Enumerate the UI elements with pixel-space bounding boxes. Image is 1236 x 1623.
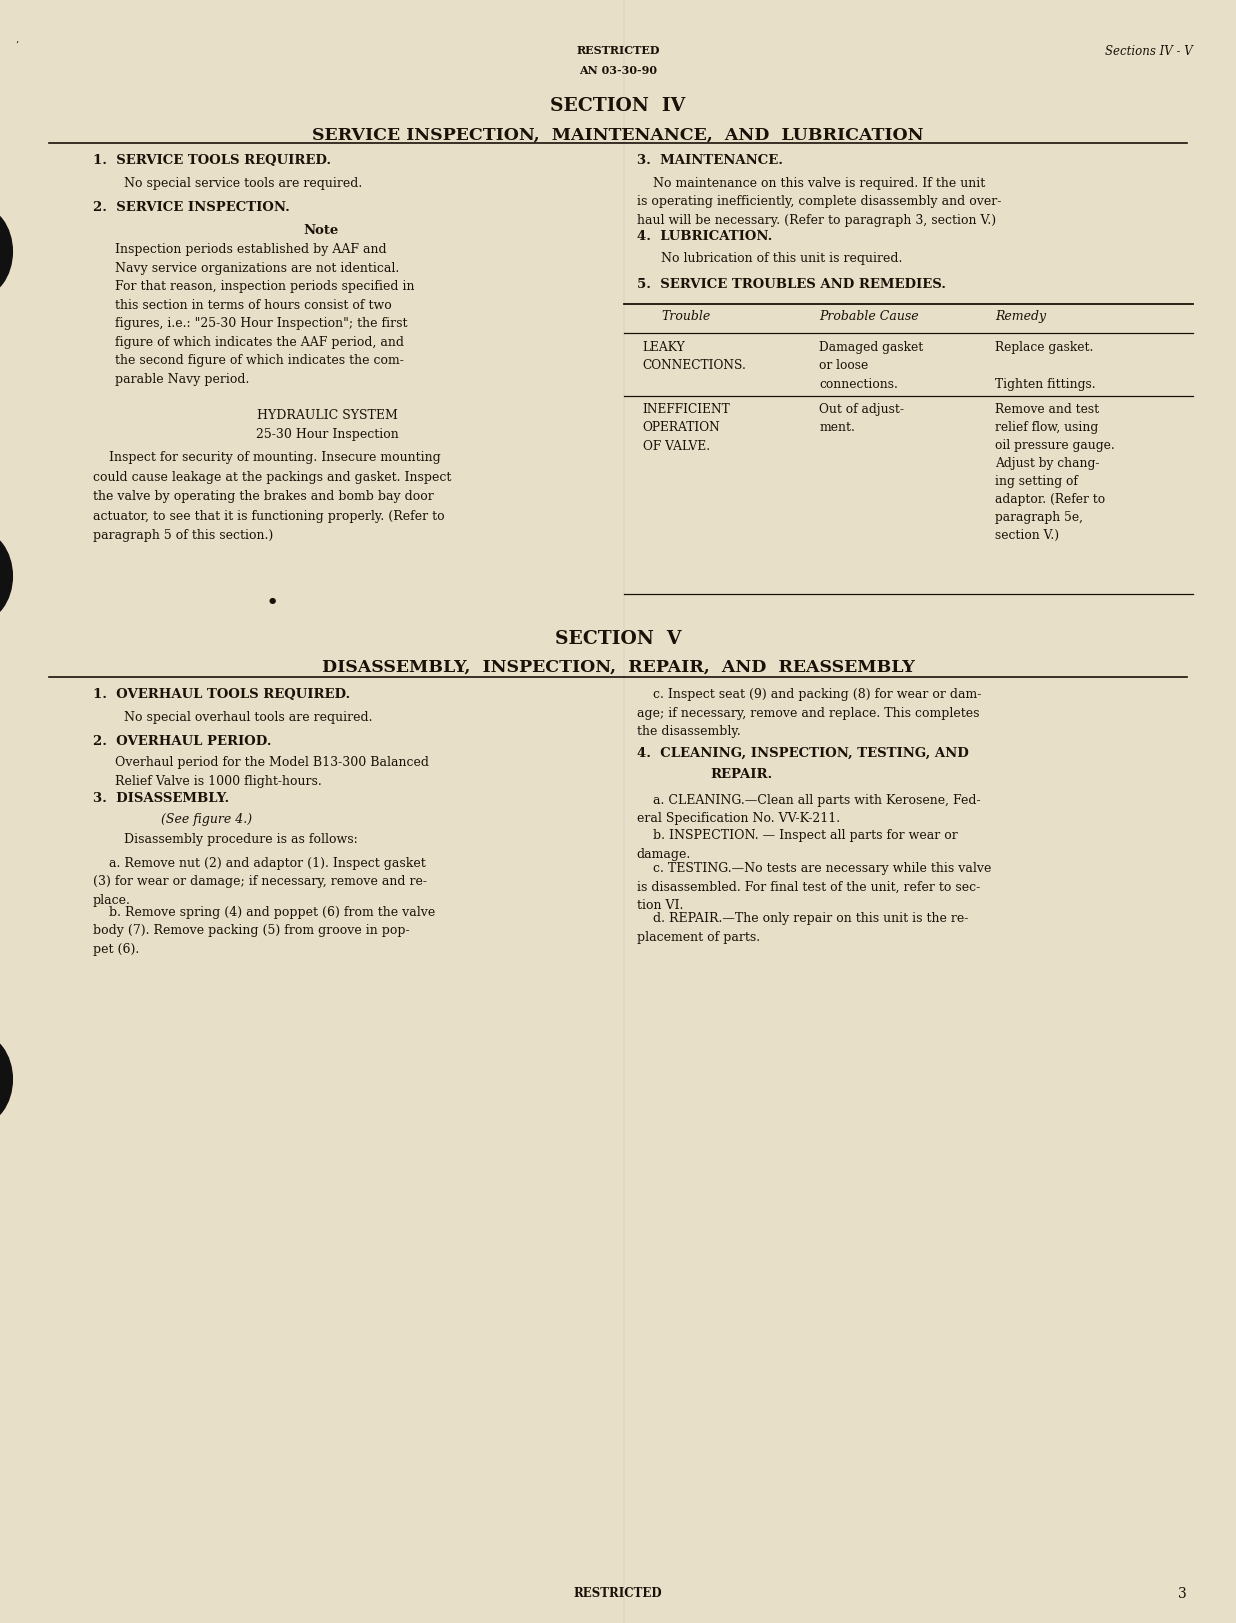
Text: Probable Cause: Probable Cause <box>819 310 920 323</box>
Text: DISASSEMBLY,  INSPECTION,  REPAIR,  AND  REASSEMBLY: DISASSEMBLY, INSPECTION, REPAIR, AND REA… <box>321 659 915 675</box>
Text: d. REPAIR.—The only repair on this unit is the re-
placement of parts.: d. REPAIR.—The only repair on this unit … <box>637 912 968 943</box>
Circle shape <box>0 206 12 297</box>
Text: Remove and test
relief flow, using
oil pressure gauge.
Adjust by chang-
ing sett: Remove and test relief flow, using oil p… <box>995 403 1115 542</box>
Text: INEFFICIENT
OPERATION
OF VALVE.: INEFFICIENT OPERATION OF VALVE. <box>643 403 730 453</box>
Text: SERVICE INSPECTION,  MAINTENANCE,  AND  LUBRICATION: SERVICE INSPECTION, MAINTENANCE, AND LUB… <box>313 127 923 143</box>
Text: b. Remove spring (4) and poppet (6) from the valve
body (7). Remove packing (5) : b. Remove spring (4) and poppet (6) from… <box>93 906 435 956</box>
Text: 1.  SERVICE TOOLS REQUIRED.: 1. SERVICE TOOLS REQUIRED. <box>93 154 331 167</box>
Text: 4.  LUBRICATION.: 4. LUBRICATION. <box>637 230 772 243</box>
Text: RESTRICTED: RESTRICTED <box>574 1587 662 1600</box>
Text: No maintenance on this valve is required. If the unit
is operating inefficiently: No maintenance on this valve is required… <box>637 177 1001 227</box>
Text: Trouble: Trouble <box>661 310 711 323</box>
Text: No special overhaul tools are required.: No special overhaul tools are required. <box>124 711 372 724</box>
Text: SECTION  V: SECTION V <box>555 630 681 648</box>
Text: Sections IV - V: Sections IV - V <box>1105 45 1193 58</box>
Text: 3: 3 <box>1178 1587 1187 1602</box>
Circle shape <box>0 1034 12 1125</box>
Text: Inspection periods established by AAF and
Navy service organizations are not ide: Inspection periods established by AAF an… <box>115 243 414 386</box>
Text: Damaged gasket
or loose
connections.: Damaged gasket or loose connections. <box>819 341 923 391</box>
Text: 1.  OVERHAUL TOOLS REQUIRED.: 1. OVERHAUL TOOLS REQUIRED. <box>93 688 350 701</box>
Text: c. Inspect seat (9) and packing (8) for wear or dam-
age; if necessary, remove a: c. Inspect seat (9) and packing (8) for … <box>637 688 981 738</box>
Text: ’: ’ <box>15 41 17 50</box>
Text: 3.  DISASSEMBLY.: 3. DISASSEMBLY. <box>93 792 229 805</box>
Text: Note: Note <box>304 224 339 237</box>
Text: ●: ● <box>268 597 276 605</box>
Circle shape <box>0 531 12 622</box>
Text: 25-30 Hour Inspection: 25-30 Hour Inspection <box>256 428 399 441</box>
Text: 2.  OVERHAUL PERIOD.: 2. OVERHAUL PERIOD. <box>93 735 271 748</box>
Text: c. TESTING.—No tests are necessary while this valve
is disassembled. For final t: c. TESTING.—No tests are necessary while… <box>637 862 991 912</box>
Text: b. INSPECTION. — Inspect all parts for wear or
damage.: b. INSPECTION. — Inspect all parts for w… <box>637 829 958 860</box>
Text: REPAIR.: REPAIR. <box>711 768 772 781</box>
Text: No lubrication of this unit is required.: No lubrication of this unit is required. <box>661 252 902 265</box>
Text: Overhaul period for the Model B13-300 Balanced
Relief Valve is 1000 flight-hours: Overhaul period for the Model B13-300 Ba… <box>115 756 429 787</box>
Text: RESTRICTED: RESTRICTED <box>576 45 660 57</box>
Text: a. Remove nut (2) and adaptor (1). Inspect gasket
(3) for wear or damage; if nec: a. Remove nut (2) and adaptor (1). Inspe… <box>93 857 426 907</box>
Text: AN 03-30-90: AN 03-30-90 <box>578 65 658 76</box>
Text: HYDRAULIC SYSTEM: HYDRAULIC SYSTEM <box>257 409 398 422</box>
Text: (See figure 4.): (See figure 4.) <box>161 813 252 826</box>
Text: Replace gasket.

Tighten fittings.: Replace gasket. Tighten fittings. <box>995 341 1095 391</box>
Text: 3.  MAINTENANCE.: 3. MAINTENANCE. <box>637 154 782 167</box>
Text: Remedy: Remedy <box>995 310 1046 323</box>
Text: Out of adjust-
ment.: Out of adjust- ment. <box>819 403 905 433</box>
Text: 4.  CLEANING, INSPECTION, TESTING, AND: 4. CLEANING, INSPECTION, TESTING, AND <box>637 747 968 760</box>
Text: 5.  SERVICE TROUBLES AND REMEDIES.: 5. SERVICE TROUBLES AND REMEDIES. <box>637 278 946 291</box>
Text: a. CLEANING.—Clean all parts with Kerosene, Fed-
eral Specification No. VV-K-211: a. CLEANING.—Clean all parts with Kerose… <box>637 794 980 824</box>
Text: Disassembly procedure is as follows:: Disassembly procedure is as follows: <box>124 833 357 846</box>
Text: SECTION  IV: SECTION IV <box>550 97 686 115</box>
Text: Inspect for security of mounting. Insecure mounting
could cause leakage at the p: Inspect for security of mounting. Insecu… <box>93 451 451 542</box>
Text: LEAKY
CONNECTIONS.: LEAKY CONNECTIONS. <box>643 341 747 372</box>
Text: 2.  SERVICE INSPECTION.: 2. SERVICE INSPECTION. <box>93 201 289 214</box>
Text: No special service tools are required.: No special service tools are required. <box>124 177 362 190</box>
